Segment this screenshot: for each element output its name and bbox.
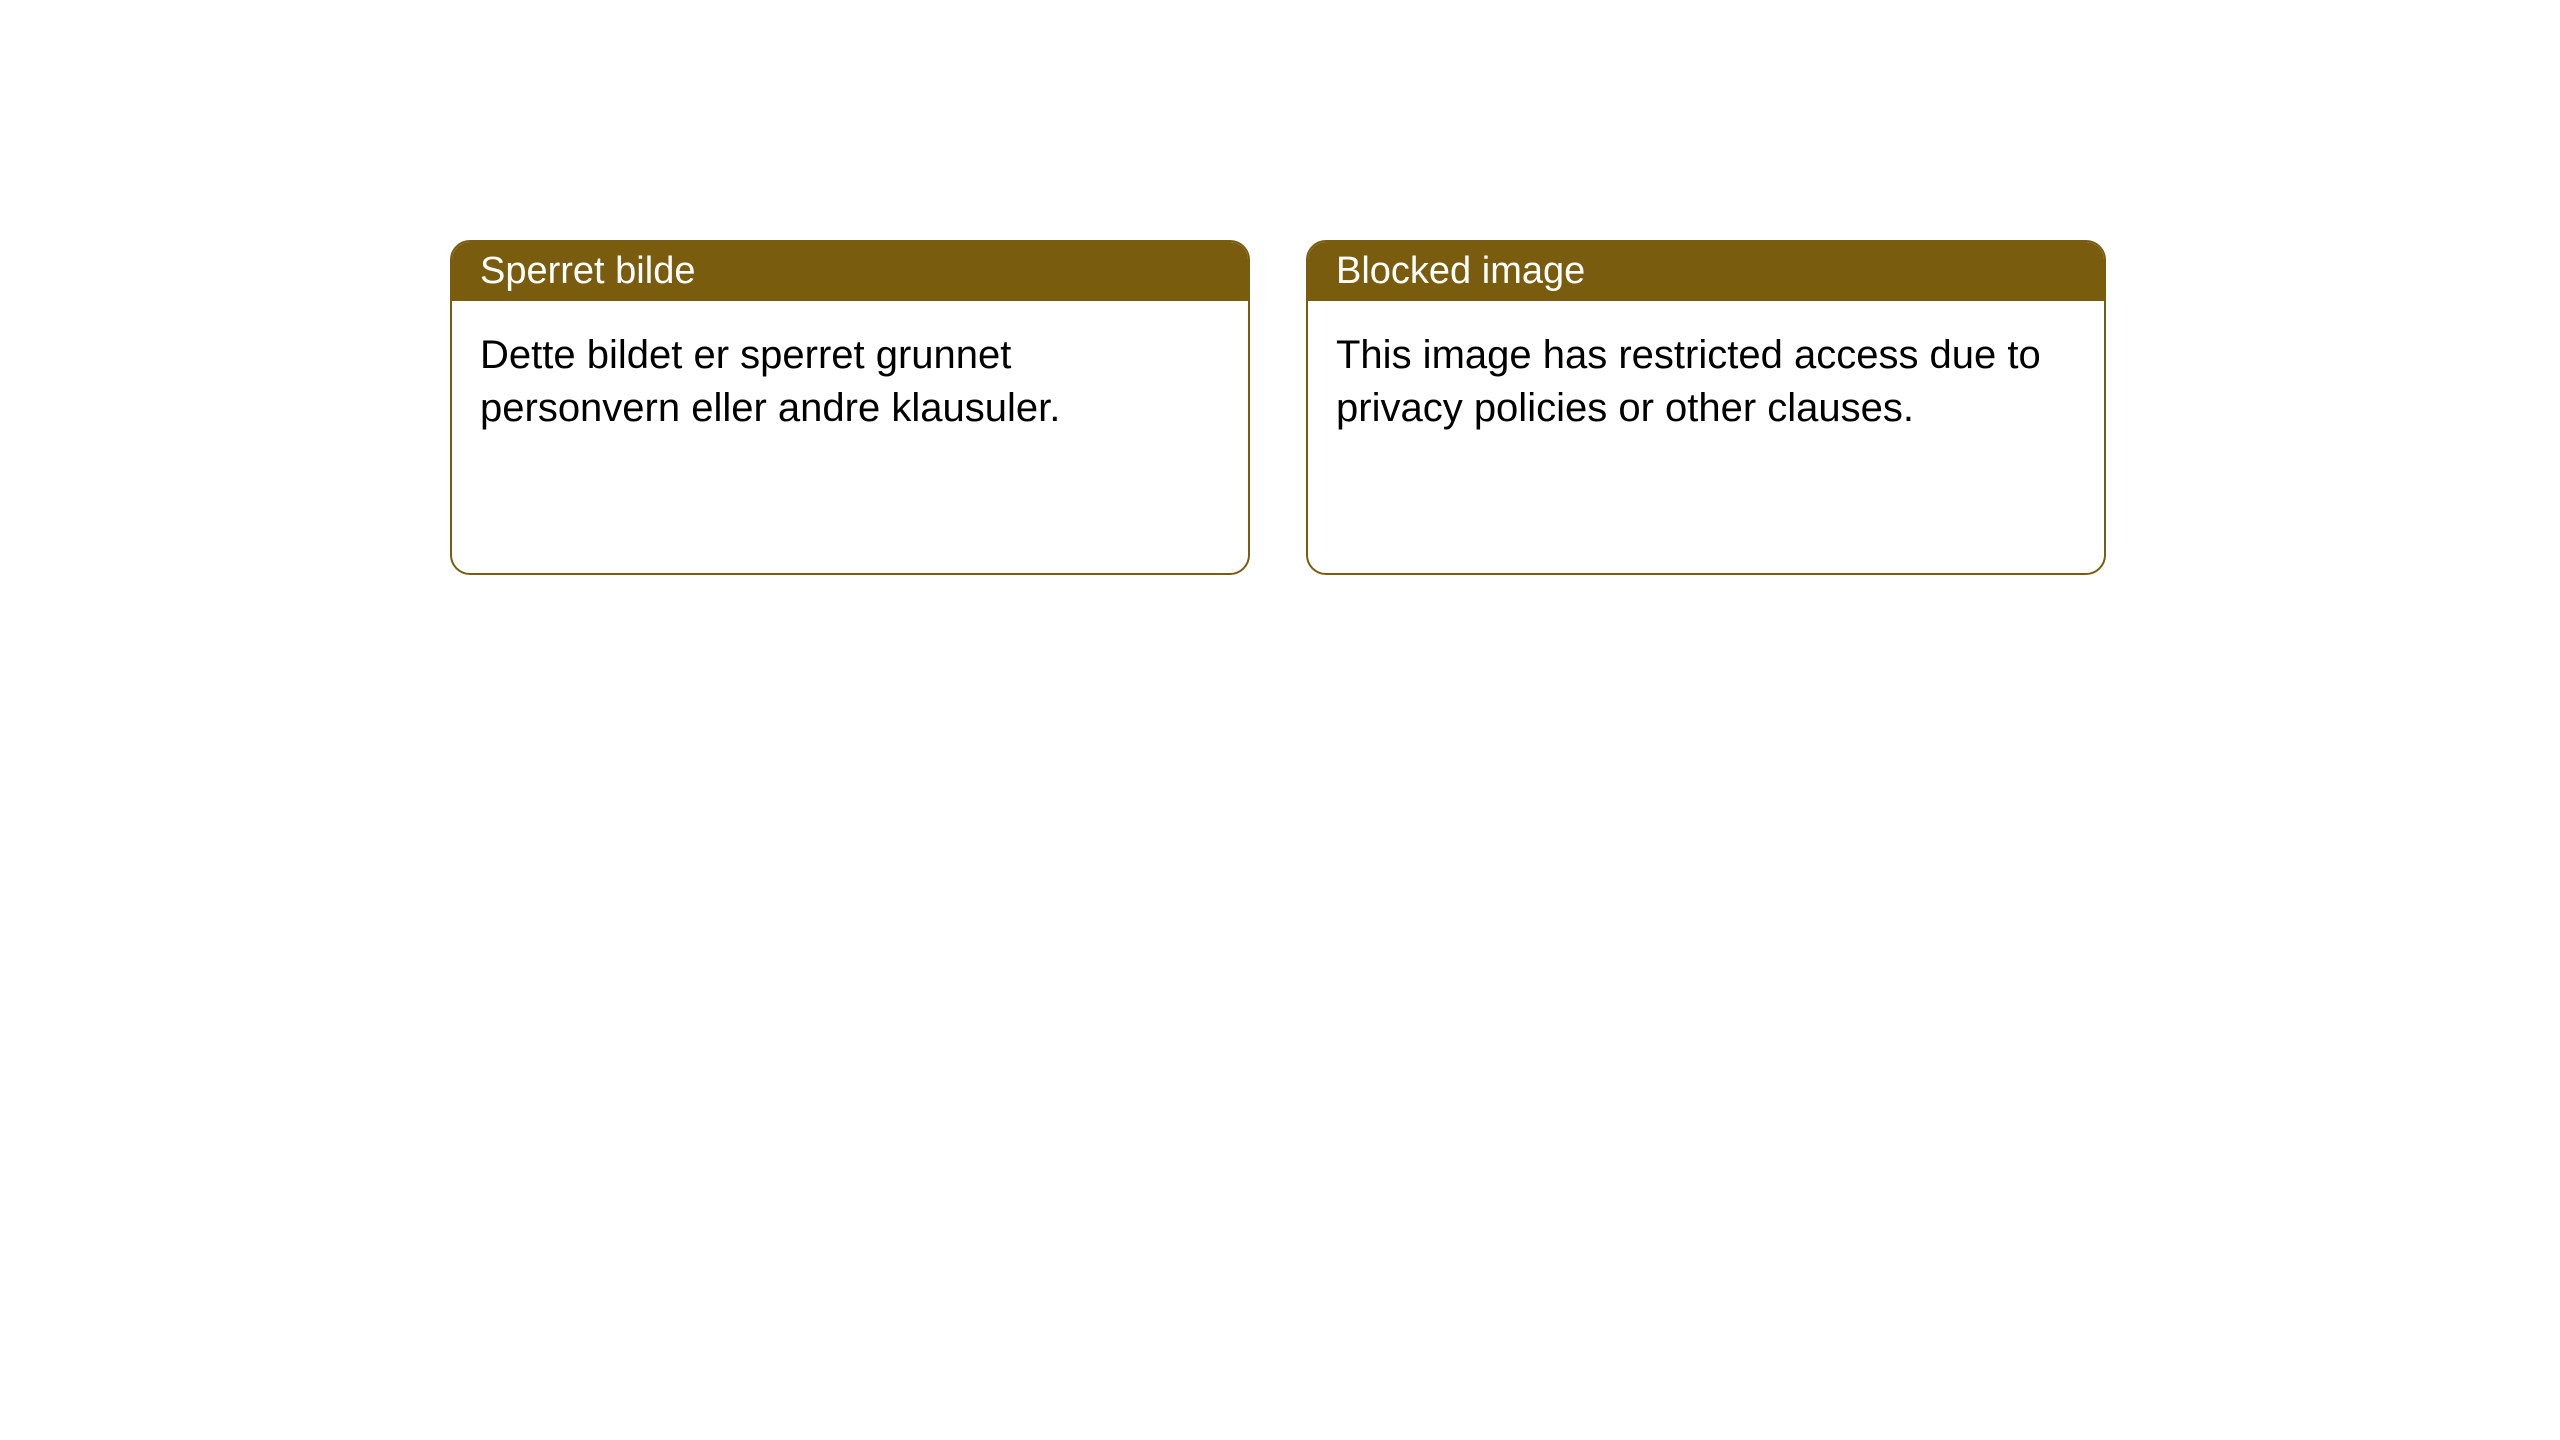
notice-card-norwegian: Sperret bilde Dette bildet er sperret gr… bbox=[450, 240, 1250, 575]
notice-body-english: This image has restricted access due to … bbox=[1308, 301, 2104, 463]
notice-title-norwegian: Sperret bilde bbox=[452, 242, 1248, 301]
notice-container: Sperret bilde Dette bildet er sperret gr… bbox=[0, 0, 2560, 575]
notice-title-english: Blocked image bbox=[1308, 242, 2104, 301]
notice-body-norwegian: Dette bildet er sperret grunnet personve… bbox=[452, 301, 1248, 463]
notice-card-english: Blocked image This image has restricted … bbox=[1306, 240, 2106, 575]
